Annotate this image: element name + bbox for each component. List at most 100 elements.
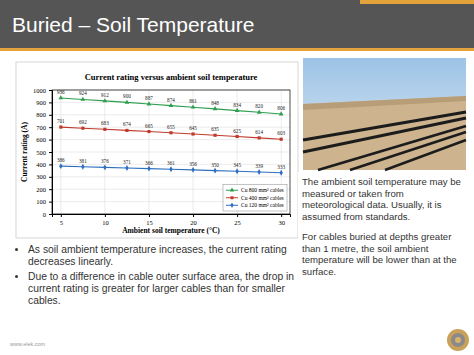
- header-top-accent: [360, 0, 474, 4]
- y-tick: 300: [36, 173, 52, 180]
- data-label: 371: [123, 159, 131, 165]
- data-label: 339: [255, 163, 263, 169]
- y-tick: 600: [36, 136, 52, 143]
- photo-sand: [303, 96, 466, 170]
- series-marker: [125, 129, 128, 132]
- y-tick: 700: [36, 124, 52, 131]
- legend-line: [226, 197, 238, 198]
- logo-core: [451, 333, 465, 347]
- data-label: 820: [255, 103, 263, 109]
- y-tick-label: 200: [36, 186, 46, 193]
- legend-marker: [230, 202, 233, 208]
- header-accent: [0, 48, 474, 51]
- note-paragraph: The ambient soil temperature may be meas…: [302, 176, 462, 222]
- data-label: 848: [211, 100, 219, 106]
- logo-center: [455, 337, 461, 343]
- series-marker: [102, 98, 107, 102]
- y-tick-mark: [49, 164, 52, 165]
- data-label: 887: [145, 95, 153, 101]
- series-marker: [235, 108, 240, 112]
- y-tick-mark: [49, 90, 52, 91]
- y-tick: 100: [36, 198, 52, 205]
- y-tick-mark: [49, 214, 52, 215]
- series-marker: [258, 136, 261, 139]
- series-marker: [169, 131, 172, 134]
- y-tick-mark: [49, 177, 52, 178]
- data-label: 345: [233, 162, 241, 168]
- data-label: 635: [211, 126, 219, 132]
- grid-line: [60, 90, 61, 214]
- chart-title: Current rating versus ambient soil tempe…: [85, 72, 258, 82]
- data-label: 655: [167, 124, 175, 130]
- series-marker: [191, 132, 194, 135]
- y-tick: 800: [36, 111, 52, 118]
- series-marker: [81, 164, 84, 170]
- legend-label: Cu 800 mm² cables: [241, 187, 284, 193]
- y-axis: 01002003004005006007008009001000: [33, 87, 53, 218]
- data-label: 936: [57, 89, 65, 95]
- data-label: 674: [123, 121, 131, 127]
- y-tick-label: 800: [36, 111, 46, 118]
- data-label: 692: [79, 119, 87, 125]
- series-marker: [59, 163, 62, 169]
- x-tick-label: 30: [278, 219, 285, 226]
- grid-line: [52, 176, 290, 177]
- data-label: 603: [277, 130, 285, 136]
- grid-line: [52, 152, 290, 153]
- data-label: 874: [167, 97, 175, 103]
- x-tick-label: 15: [146, 219, 153, 226]
- series-marker: [279, 111, 284, 115]
- y-tick: 200: [36, 186, 52, 193]
- x-tick-mark: [281, 214, 282, 217]
- x-axis: 51015202530: [53, 214, 291, 226]
- y-tick-label: 500: [36, 149, 46, 156]
- series-marker: [279, 170, 282, 176]
- legend-label: Cu 400 mm² cables: [241, 195, 284, 201]
- footer: www.elek.com: [9, 341, 46, 347]
- chart-box: [16, 62, 298, 238]
- data-label: 614: [255, 129, 263, 135]
- x-tick: 20: [190, 214, 197, 226]
- legend-marker: [230, 188, 235, 192]
- photo-pipe: [303, 118, 466, 152]
- y-tick-mark: [49, 189, 52, 190]
- y-tick-label: 300: [36, 173, 46, 180]
- grid-line: [52, 139, 290, 140]
- photo-sky: [303, 58, 466, 170]
- data-label: 333: [277, 164, 285, 170]
- chart: Current rating versus ambient soil tempe…: [20, 72, 291, 235]
- series-line: [61, 166, 281, 173]
- y-tick: 0: [43, 211, 52, 218]
- y-tick-label: 600: [36, 136, 46, 143]
- series-marker: [147, 166, 150, 172]
- x-tick: 5: [60, 214, 63, 226]
- y-tick-mark: [49, 115, 52, 116]
- x-tick-mark: [61, 214, 62, 217]
- logo-ring: [447, 329, 469, 351]
- x-tick-mark: [149, 214, 150, 217]
- series-marker: [191, 104, 196, 108]
- bullet-list: As soil ambient temperature increases, t…: [16, 244, 296, 310]
- series-marker: [257, 169, 260, 175]
- series-marker: [257, 110, 262, 114]
- series-marker: [147, 130, 150, 133]
- series-marker: [236, 135, 239, 138]
- y-tick: 400: [36, 161, 52, 168]
- y-tick-label: 0: [43, 211, 46, 218]
- series-marker: [147, 101, 152, 105]
- legend-box: [223, 185, 287, 212]
- legend-marker: [231, 196, 234, 199]
- series-marker: [81, 127, 84, 130]
- slide: Buried – Soil TemperatureCurrent rating …: [0, 0, 474, 355]
- photo: [303, 58, 466, 170]
- data-label: 806: [277, 105, 285, 111]
- y-tick-label: 700: [36, 124, 46, 131]
- series-marker: [213, 134, 216, 137]
- y-tick-label: 400: [36, 161, 46, 168]
- y-tick-label: 100: [36, 198, 46, 205]
- legend-label: Cu 120 mm² cables: [241, 202, 284, 208]
- note-box: [298, 172, 470, 355]
- x-tick: 25: [234, 214, 241, 226]
- data-label: 625: [233, 128, 241, 134]
- y-tick-mark: [49, 152, 52, 153]
